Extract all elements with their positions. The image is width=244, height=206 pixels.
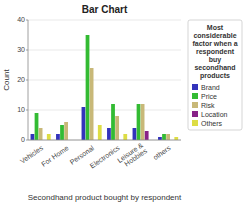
text-line: considerable <box>193 32 236 39</box>
legend-entry: Others <box>201 120 223 127</box>
title: Bar Chart <box>82 4 128 15</box>
bar <box>141 104 145 140</box>
bar <box>31 134 35 140</box>
y-tick-label: 30 <box>17 46 25 53</box>
text-line: secondhand <box>194 64 235 71</box>
bar <box>86 35 90 140</box>
bar <box>137 104 141 140</box>
legend-entry: Location <box>201 111 228 118</box>
text-line: Most <box>207 24 224 31</box>
grid <box>28 20 181 140</box>
bar <box>82 107 86 140</box>
text-line: Hobbies <box>123 147 148 168</box>
text-line: For Home <box>40 144 70 168</box>
y-axis-label: Count <box>2 69 11 91</box>
legend-swatch <box>192 111 198 117</box>
axes: 010203040VehiclesFor HomePersonalElectro… <box>17 16 181 169</box>
legend-entry: Risk <box>201 102 215 109</box>
bar <box>111 104 115 140</box>
y-tick-label: 0 <box>21 136 25 143</box>
text-line: Electronics <box>89 144 121 170</box>
bar <box>166 134 170 140</box>
bar <box>174 137 178 140</box>
bar <box>98 125 102 140</box>
bar <box>115 116 119 140</box>
bars <box>31 35 179 140</box>
legend-entry: Brand <box>201 84 220 91</box>
y-tick-label: 10 <box>17 106 25 113</box>
grid-line <box>28 50 181 51</box>
bar <box>35 113 39 140</box>
legend-swatch <box>192 120 198 126</box>
grid-line <box>28 140 181 141</box>
legend-swatch <box>192 93 198 99</box>
legend-swatch <box>192 84 198 90</box>
legend-title: Mostconsiderablefactor when arespondentb… <box>192 24 237 80</box>
y-tick <box>26 140 28 141</box>
y-tick <box>26 80 28 81</box>
bar <box>60 125 64 140</box>
bar <box>47 134 51 140</box>
bar <box>145 131 149 140</box>
y-tick-label: 40 <box>17 16 25 23</box>
bar <box>133 128 137 140</box>
grid-line <box>28 80 181 81</box>
text-line: products <box>200 72 230 80</box>
x-axis-label: Secondhand product bought by respondent <box>28 193 182 202</box>
y-tick <box>26 110 28 111</box>
x-tick-label: others <box>152 144 172 161</box>
y-tick <box>26 50 28 51</box>
bar <box>64 122 68 140</box>
x-tick-label: Leisure &Hobbies <box>116 141 149 170</box>
bar <box>107 128 111 140</box>
bar <box>158 137 162 140</box>
text-line: respondent <box>196 48 235 56</box>
legend-swatch <box>192 102 198 108</box>
text-line: factor when a <box>192 40 237 47</box>
text-line: others <box>152 144 172 161</box>
chart: Mostconsiderablefactor when arespondentb… <box>0 0 244 206</box>
bar <box>162 134 166 140</box>
legend-box <box>188 20 242 130</box>
x-tick-label: Electronics <box>89 144 121 170</box>
x-axis-line <box>28 140 181 141</box>
legend: Mostconsiderablefactor when arespondentb… <box>188 20 242 130</box>
grid-line <box>28 20 181 21</box>
legend-entry: Price <box>201 93 217 100</box>
y-tick-label: 20 <box>17 76 25 83</box>
bar <box>123 134 127 140</box>
text-line: buy <box>209 56 222 64</box>
bar <box>56 134 60 140</box>
bar <box>90 68 94 140</box>
grid-line <box>28 110 181 111</box>
y-tick <box>26 20 28 21</box>
x-tick-label: For Home <box>40 144 70 168</box>
bar <box>39 128 43 140</box>
